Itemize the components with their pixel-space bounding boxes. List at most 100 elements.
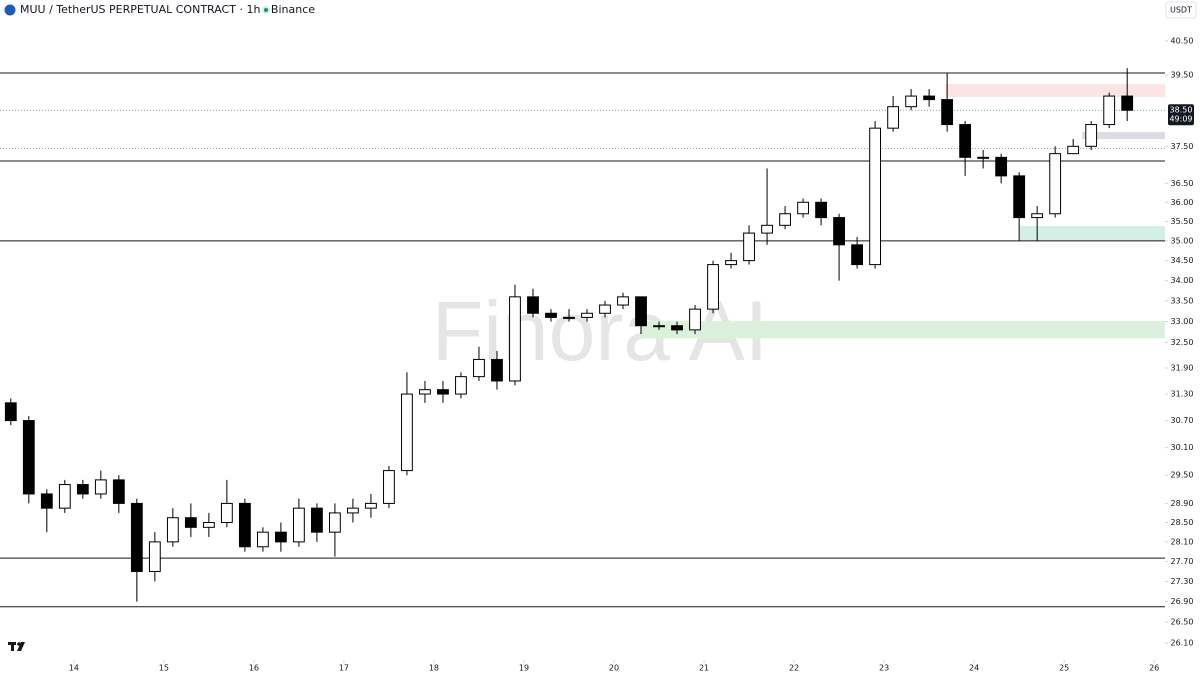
candle [923,89,936,107]
candle-body [761,224,773,234]
candle [148,532,161,582]
candle-body [58,484,71,509]
candle [509,284,521,386]
candle [437,380,449,403]
candle [743,225,755,265]
candle-body [941,99,954,126]
y-tick-label: 39.50 [1171,71,1194,80]
candle [779,206,791,230]
candle [1121,68,1134,121]
candle [887,96,900,132]
x-tick-label: 14 [69,664,79,673]
last-price-label: 38.50 [1170,106,1193,115]
candle [76,479,89,499]
candle-body [220,502,233,524]
candle-body [4,402,17,422]
candle-body [923,95,936,101]
candle [941,73,954,132]
candle [563,309,575,322]
status-dot [264,8,268,12]
y-tick-label: 27.30 [1171,577,1194,586]
y-tick-label: 35.00 [1171,236,1194,245]
candle-body [22,420,35,495]
candle [112,475,125,513]
symbol-logo [4,4,16,16]
x-tick-label: 18 [429,664,439,673]
candle-body [311,507,323,533]
candle-body [148,541,161,572]
candle-body [725,260,737,266]
candle-body [238,502,251,548]
y-tick-label: 30.10 [1171,443,1194,452]
last-price-box [1168,104,1194,126]
currency-button[interactable] [1165,1,1197,19]
candle [617,292,629,310]
candle [202,512,215,538]
candle-body [293,507,305,543]
candle [761,168,773,245]
candle-body [977,156,990,159]
candle [94,470,107,499]
candle-body [1067,145,1080,155]
candle-body [563,316,575,319]
chart-title[interactable]: MUU / TetherUS PERPETUAL CONTRACT · 1h ·… [20,3,315,16]
candle [707,260,719,314]
candle [1085,120,1098,150]
candle-body [94,479,107,495]
candle [365,493,377,518]
y-tick-label: 33.00 [1171,317,1194,326]
candle [725,252,737,269]
y-tick-label: 32.50 [1171,338,1194,347]
candle-body [959,124,972,158]
candle-body [419,389,431,395]
candle [347,498,359,523]
x-tick-label: 23 [879,664,889,673]
x-tick-label: 26 [1149,664,1159,673]
candle-body [76,484,89,495]
candle [545,309,557,322]
candle [959,120,972,176]
candle-body [1013,175,1026,219]
candle-body [491,358,503,382]
x-tick-label: 25 [1059,664,1069,673]
y-tick-label: 34.00 [1171,276,1194,285]
candle-body [455,376,467,395]
x-tick-label: 16 [249,664,259,673]
candle-body [869,127,882,266]
candle [166,508,179,547]
candle-body [1121,95,1134,111]
candle [1067,139,1080,155]
candle [256,527,269,552]
candle-body [112,479,125,504]
currency-label[interactable]: USDT [1170,6,1192,15]
candle [689,305,701,335]
candle [40,489,53,533]
y-tick-label: 26.10 [1171,639,1194,648]
candle [130,498,143,602]
candle [797,198,809,218]
candle-body [995,156,1008,177]
logo-part [17,642,25,651]
candle-body [599,304,611,314]
candle-body [329,512,341,533]
y-tick-label: 28.90 [1171,499,1194,508]
candle [815,198,827,226]
y-tick-label: 40.50 [1171,36,1194,45]
candle-body [40,493,53,509]
y-tick-label: 36.50 [1171,179,1194,188]
candle-body [527,296,539,314]
candle-body [1049,153,1062,215]
candle [1013,172,1026,241]
candle [22,416,35,504]
candle-body [797,201,809,215]
candle [58,479,71,513]
candle [491,350,503,390]
candle [293,498,305,547]
candle [311,503,323,542]
candle [1049,146,1062,218]
logo-part [11,642,14,651]
candle [527,288,539,318]
y-tick-label: 27.70 [1171,557,1194,566]
candle [4,398,17,426]
